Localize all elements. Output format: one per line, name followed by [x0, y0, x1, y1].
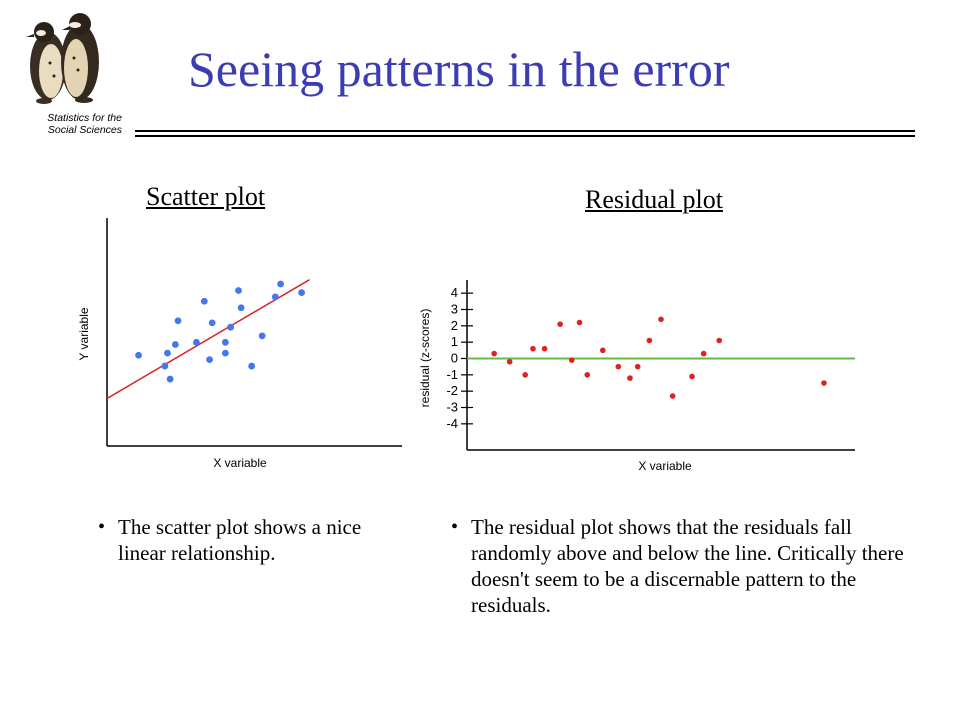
scatter-point	[237, 304, 245, 312]
scatter-point	[208, 319, 216, 327]
residual-tick-label: 1	[451, 334, 458, 349]
residual-tick-label: -1	[446, 367, 458, 382]
residual-point	[557, 321, 563, 327]
residual-tick-label: -3	[446, 400, 458, 415]
scatter-y-label: Y variable	[77, 307, 91, 360]
residual-point	[615, 363, 622, 370]
scatter-point	[174, 317, 182, 325]
scatter-plot-subtitle: Scatter plot	[146, 182, 266, 211]
scatter-point	[298, 289, 306, 297]
page-title: Seeing patterns in the error	[188, 41, 730, 97]
scatter-x-label: X variable	[213, 456, 267, 470]
residual-point	[568, 357, 575, 363]
residual-point	[530, 345, 536, 352]
residual-point	[576, 319, 583, 326]
residual-point	[716, 337, 722, 344]
residual-x-label: X variable	[638, 459, 692, 473]
residual-point	[658, 316, 664, 323]
scatter-point	[271, 293, 279, 301]
residual-points	[491, 316, 827, 399]
logo-caption: Statistics for the Social Sciences	[10, 112, 122, 136]
scatter-point	[206, 356, 213, 363]
residual-point	[646, 337, 653, 344]
residual-tick-label: -4	[446, 416, 458, 431]
scatter-points	[135, 280, 306, 383]
scatter-point	[258, 332, 266, 340]
bullet-icon: •	[98, 516, 106, 538]
scatter-bullet-text: The scatter plot shows a nice linear rel…	[118, 515, 362, 565]
scatter-fit-line	[106, 279, 310, 400]
scatter-plot-chart: X variable Y variable	[77, 218, 402, 470]
residual-tick-label: 3	[451, 302, 458, 317]
scatter-point	[235, 287, 242, 294]
residual-tick-label: -2	[446, 383, 458, 398]
residual-point	[600, 347, 606, 354]
residual-point	[689, 373, 695, 380]
scatter-point	[277, 280, 284, 288]
scatter-bullet: • The scatter plot shows a nice linear r…	[98, 514, 398, 566]
scatter-point	[221, 349, 229, 357]
residual-tick-label: 0	[451, 351, 458, 366]
residual-y-ticks: 4 321 0-1-2 -3-4	[446, 285, 473, 431]
scatter-point	[248, 362, 256, 370]
logo-caption-line-2: Social Sciences	[47, 124, 122, 136]
residual-point	[821, 380, 827, 386]
residual-point	[634, 363, 641, 370]
scatter-point	[193, 338, 200, 346]
logo-caption-line-1: Statistics for the	[47, 112, 122, 124]
residual-plot-chart: 4 321 0-1-2 -3-4 X variable residual (z-sco…	[418, 280, 855, 473]
scatter-point	[227, 323, 235, 331]
residual-plot-subtitle: Residual plot	[585, 185, 723, 214]
residual-point	[522, 372, 528, 378]
header-divider-bottom	[135, 135, 915, 137]
residual-point	[506, 358, 513, 365]
residual-point	[491, 350, 497, 357]
residual-tick-label: 2	[451, 318, 458, 333]
header-divider-top	[135, 130, 915, 132]
bullet-icon: •	[451, 516, 459, 538]
residual-tick-label: 4	[451, 285, 458, 300]
residual-point	[627, 375, 633, 381]
residual-point	[541, 345, 548, 352]
residual-y-label: residual (z-scores)	[418, 309, 432, 408]
scatter-point	[161, 362, 169, 370]
scatter-point	[200, 297, 208, 305]
scatter-point	[164, 349, 171, 357]
scatter-point	[135, 351, 142, 359]
residual-bullet-text: The residual plot shows that the residua…	[471, 515, 904, 617]
residual-point	[669, 393, 676, 399]
scatter-point	[166, 375, 174, 383]
penguins-logo-icon	[26, 13, 99, 104]
scatter-point	[221, 338, 229, 346]
residual-bullet: • The residual plot shows that the resid…	[451, 514, 926, 618]
residual-point	[700, 350, 707, 357]
residual-point	[584, 372, 591, 378]
scatter-point	[171, 341, 179, 348]
